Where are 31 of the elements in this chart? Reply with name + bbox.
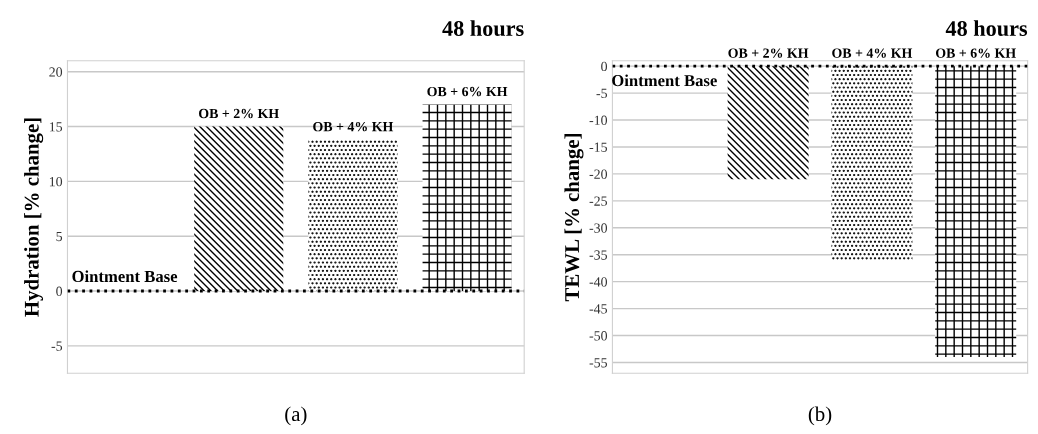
y-tick-label: -40: [589, 277, 608, 287]
chart-title: 48 hours: [442, 20, 524, 37]
bar: [422, 104, 512, 292]
y-axis-title: TEWL [% change]: [564, 134, 584, 302]
y-tick-label: -45: [589, 304, 608, 314]
text: (b): [808, 406, 832, 426]
category-label: OB + 2% KH: [728, 48, 809, 58]
y-tick-label: 10: [49, 176, 63, 187]
y-tick-label: -5: [51, 341, 63, 351]
y-tick-label: 5: [56, 231, 63, 242]
y-tick-label: -30: [589, 223, 608, 233]
text: (a): [285, 406, 307, 426]
y-tick-label: -10: [589, 115, 608, 125]
category-label: Ointment Base: [612, 74, 717, 87]
y-tick-label: 15: [49, 122, 63, 132]
category-label: OB + 4% KH: [832, 48, 913, 58]
y-axis-title: Hydration [% change]: [24, 118, 44, 317]
chart-title: 48 hours: [945, 20, 1028, 37]
y-tick-label: 0: [601, 61, 608, 72]
y-tick-label: -55: [589, 358, 608, 368]
y-tick-label: 20: [49, 67, 63, 77]
y-tick-label: -5: [596, 88, 608, 99]
y-tick-label: -35: [589, 250, 608, 260]
category-label: OB + 6% KH: [935, 48, 1016, 58]
y-tick-label: -20: [589, 169, 608, 179]
y-tick-label: -25: [589, 196, 608, 206]
bar: [308, 139, 398, 292]
y-tick-label: -50: [589, 331, 608, 341]
bar: [194, 126, 284, 292]
y-tick-label: -15: [589, 142, 608, 152]
y-tick-label: 0: [56, 286, 63, 296]
